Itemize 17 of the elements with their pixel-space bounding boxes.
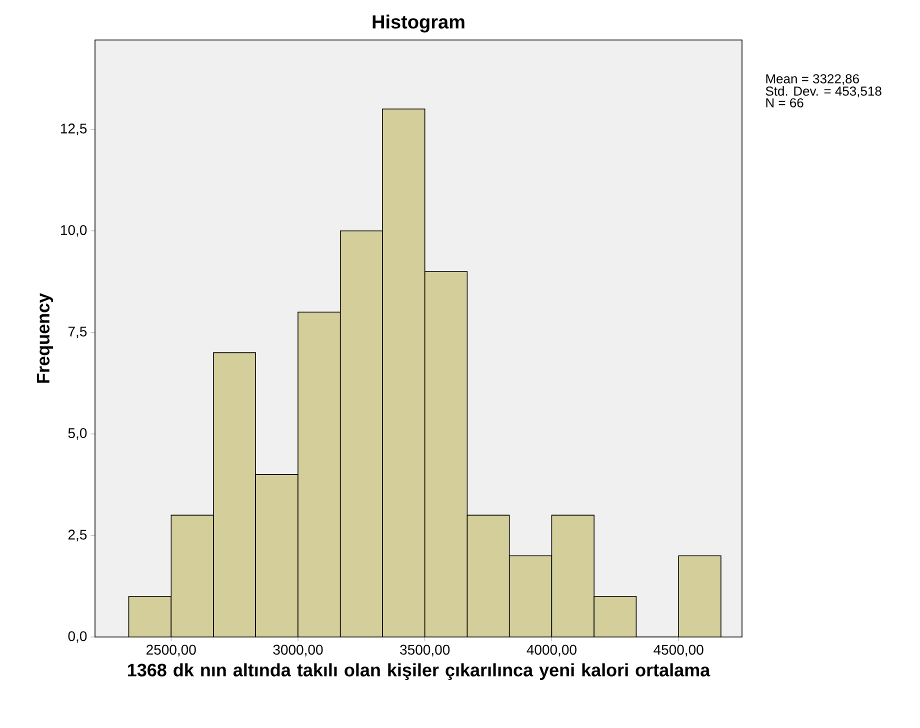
- y-tick-label: 10,0: [61, 225, 87, 237]
- y-tick-label: 5,0: [68, 428, 87, 440]
- x-tick-label: 3000,00: [273, 644, 323, 656]
- x-tick-label: 2500,00: [146, 644, 196, 656]
- x-tick-label: 4500,00: [654, 644, 704, 656]
- y-tick-label: 12,5: [61, 124, 87, 136]
- x-tick-label: 3500,00: [400, 644, 450, 656]
- y-tick-label: 0,0: [68, 631, 87, 643]
- x-tick-label: 4000,00: [526, 644, 576, 656]
- text: N = 66: [766, 98, 804, 108]
- y-axis-title: Frequency: [36, 293, 54, 383]
- x-axis-title: 1368 dk nın altında takılı olan kişiler çıkarılınca yeni kalori ortalama: [128, 663, 710, 680]
- chart-title: Histogram: [372, 14, 464, 32]
- text: Std. Dev. = 453,518: [766, 86, 882, 98]
- y-tick-label: 7,5: [68, 326, 87, 338]
- y-tick-label: 2,5: [68, 530, 87, 542]
- text: Mean = 3322,86: [766, 74, 859, 85]
